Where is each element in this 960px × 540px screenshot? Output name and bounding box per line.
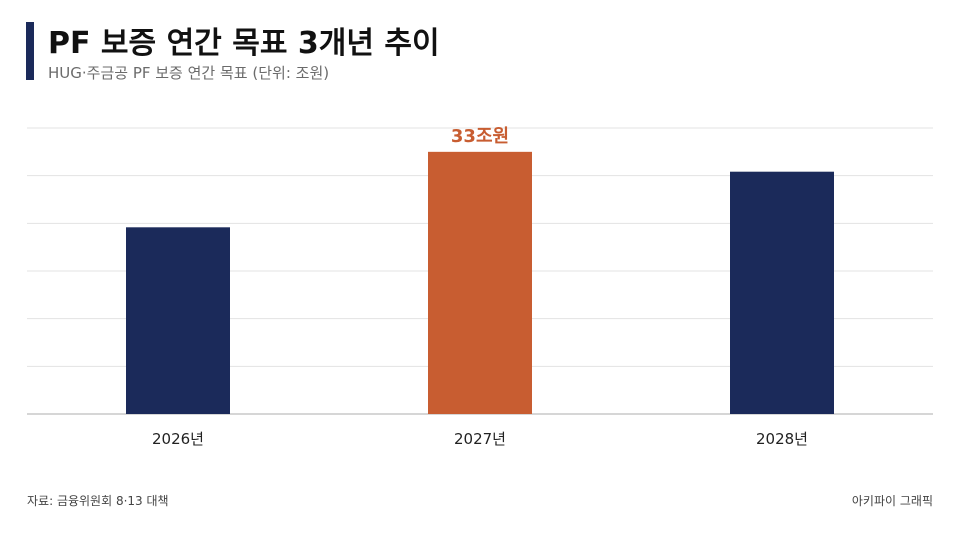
bar-3 xyxy=(730,171,834,414)
x-tick-label: 2028년 xyxy=(756,430,808,448)
x-tick-label: 2027년 xyxy=(454,430,506,448)
graphic-credit: 아키파이 그래픽 xyxy=(851,494,933,508)
title-accent-bar xyxy=(26,22,34,80)
bar-1 xyxy=(126,227,230,414)
bar-2 xyxy=(428,151,532,415)
x-tick-label: 2026년 xyxy=(152,430,204,448)
chart-title: PF 보증 연간 목표 3개년 추이 xyxy=(48,26,440,61)
data-label: 33조원 xyxy=(451,126,509,147)
source-note: 자료: 금융위원회 8·13 대책 xyxy=(27,494,169,508)
chart-subtitle: HUG·주금공 PF 보증 연간 목표 (단위: 조원) xyxy=(48,64,330,82)
